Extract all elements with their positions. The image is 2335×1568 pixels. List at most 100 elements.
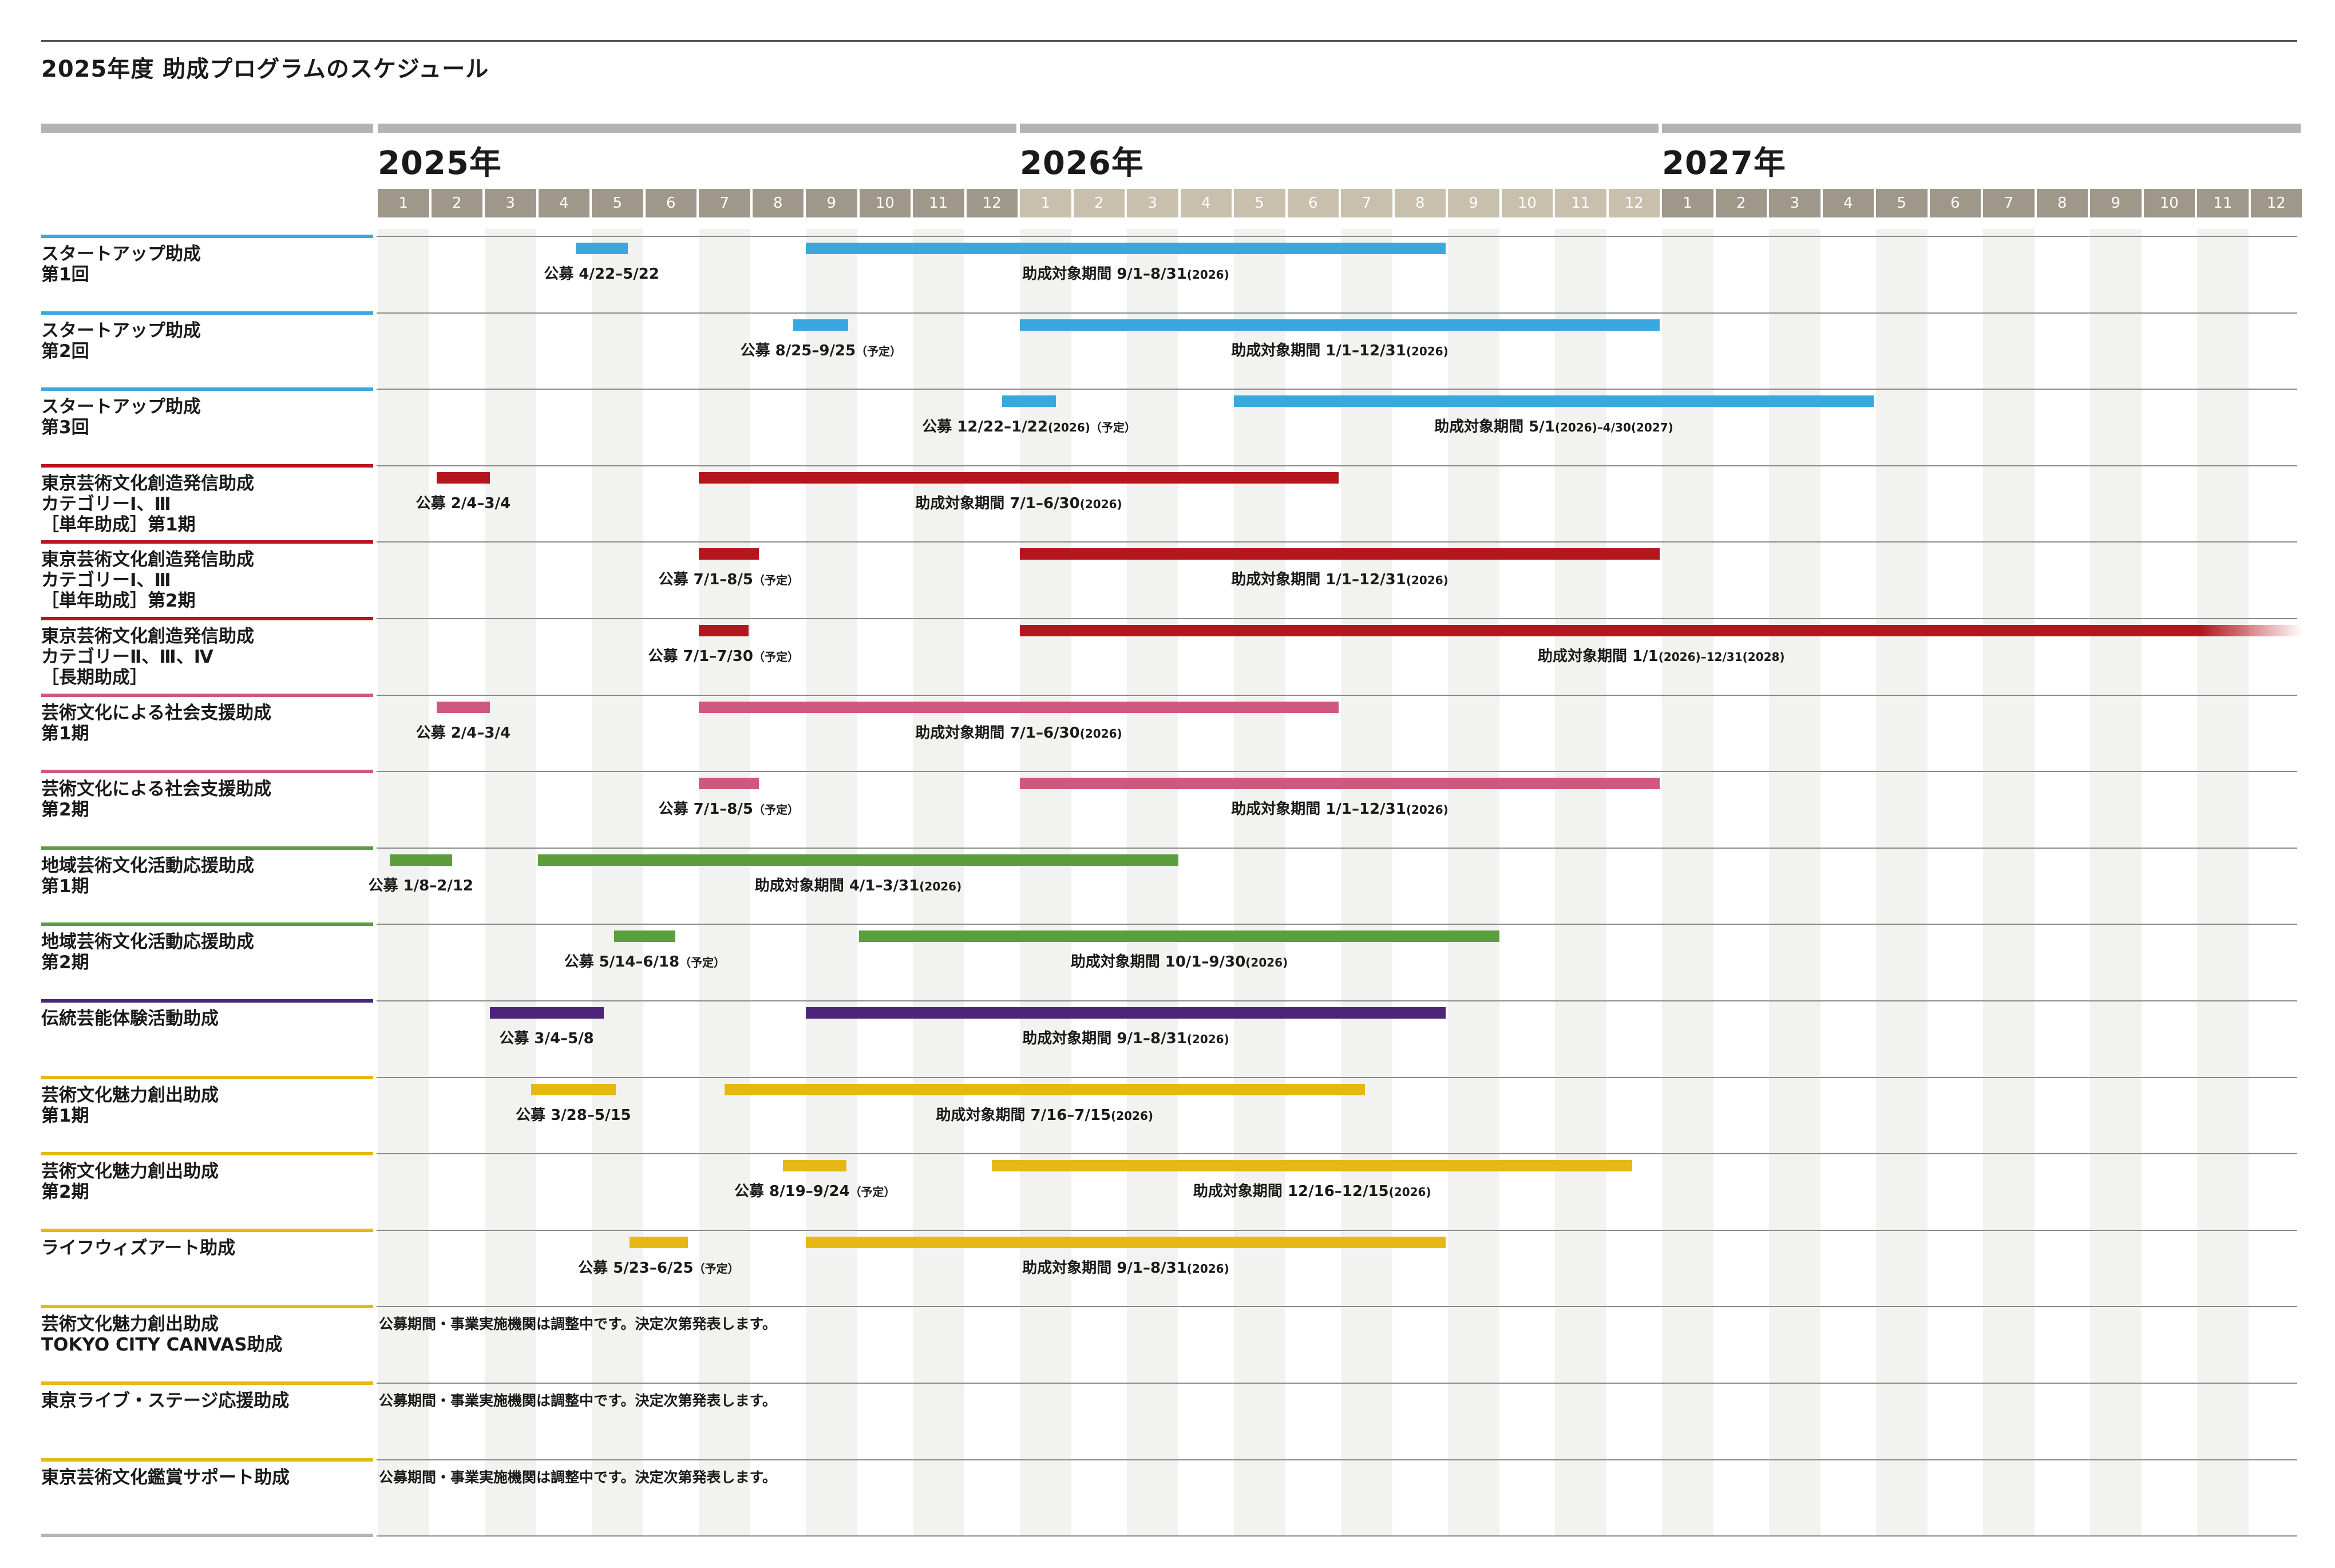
month-header-cell: 4 (538, 189, 589, 217)
month-column-shade (1234, 229, 1285, 1536)
bar-label-main: 助成対象期間 9/1–8/31 (1022, 1259, 1187, 1277)
month-header-cell: 5 (1876, 189, 1928, 217)
row-divider (377, 1459, 2297, 1460)
row-divider (377, 694, 2297, 696)
row-color-rule (41, 1381, 373, 1385)
application-period-label: 公募 4/22–5/22 (544, 262, 659, 283)
year-label: 2025年 (378, 145, 502, 182)
grant-period-label: 助成対象期間 7/1–6/30(2026) (915, 492, 1122, 513)
row-divider (377, 771, 2297, 773)
year-label: 2026年 (1020, 145, 1144, 182)
row-divider (377, 1535, 2297, 1537)
application-period-label: 公募 2/4–3/4 (416, 721, 510, 742)
month-column-shade (592, 229, 643, 1536)
row-divider (377, 1306, 2297, 1308)
bar-label-main: 公募 2/4–3/4 (415, 494, 511, 512)
application-period-label: 公募 7/1–7/30（予定） (648, 644, 799, 666)
month-header-cell: 1 (1020, 189, 1071, 217)
bar-label-main: 助成対象期間 7/1–6/30 (915, 724, 1080, 742)
month-header-cell: 2 (1715, 189, 1767, 217)
grant-period-bar (805, 1236, 1446, 1248)
month-column-shade (485, 229, 536, 1536)
month-column-shade (699, 229, 750, 1536)
row-color-rule (41, 999, 373, 1003)
bar-label-main: 公募 4/22–5/22 (544, 266, 659, 283)
bar-label-main: 公募 3/4–5/8 (499, 1030, 594, 1047)
row-color-rule (41, 1075, 373, 1079)
grant-period-bar (805, 1007, 1446, 1019)
year-band (1020, 124, 1659, 133)
application-period-label: 公募 8/19–9/24（予定） (734, 1179, 896, 1201)
row-divider (377, 312, 2297, 314)
application-period-bar (575, 243, 628, 254)
schedule-pending-note: 公募期間・事業実施機関は調整中です。決定次第発表します。 (379, 1316, 777, 1333)
month-header-cell: 11 (1555, 189, 1606, 217)
bar-label-note: (2026) (1388, 1185, 1431, 1199)
application-period-bar (698, 548, 759, 560)
month-column-shade (1341, 229, 1392, 1536)
bottom-rule (41, 1534, 373, 1537)
month-header-cell: 12 (966, 189, 1018, 217)
program-name: 芸術文化魅力創出助成 第2期 (41, 1161, 219, 1203)
bar-label-note: (2026) (1079, 497, 1122, 511)
application-period-label: 公募 3/28–5/15 (516, 1103, 631, 1124)
application-period-bar (437, 701, 490, 713)
bar-label-note: (2026) (1186, 1032, 1229, 1046)
row-color-rule (41, 1152, 373, 1156)
row-color-rule (41, 1458, 373, 1462)
grant-period-label: 助成対象期間 9/1–8/31(2026) (1022, 262, 1229, 283)
month-header-cell: 3 (1769, 189, 1820, 217)
application-period-bar (793, 319, 849, 331)
bar-label-main: 公募 5/23–6/25 (578, 1259, 694, 1277)
month-header-cell: 6 (1287, 189, 1339, 217)
row-divider (377, 618, 2297, 619)
bar-label-note: (2026) (1186, 268, 1229, 282)
bar-label-main: 公募 3/28–5/15 (516, 1106, 631, 1124)
month-column-shade (1983, 229, 2035, 1536)
bar-label-main: 助成対象期間 9/1–8/31 (1022, 1030, 1187, 1047)
month-header-cell: 9 (2090, 189, 2142, 217)
bar-label-main: 公募 8/19–9/24 (734, 1183, 850, 1201)
application-period-bar (783, 1160, 847, 1172)
chart-title: 2025年度 助成プログラムのスケジュール (41, 56, 489, 82)
month-header-cell: 9 (1448, 189, 1499, 217)
bar-label-note: （予定） (856, 344, 902, 358)
bar-label-note: (2026)（予定） (1047, 421, 1136, 435)
grant-period-bar (992, 1160, 1633, 1172)
grant-period-bar (1019, 319, 1660, 331)
bar-label-main: 助成対象期間 5/1 (1434, 418, 1555, 436)
row-divider (377, 541, 2297, 543)
month-column-shade (1020, 229, 1071, 1536)
month-header-cell: 2 (431, 189, 482, 217)
application-period-bar (614, 930, 676, 943)
program-name: 伝統芸能体験活動助成 (41, 1008, 219, 1029)
program-name: 地域芸術文化活動応援助成 第2期 (41, 932, 254, 973)
application-period-bar (437, 472, 490, 484)
row-color-rule (41, 387, 373, 391)
row-divider (377, 1153, 2297, 1155)
bar-label-note: (2026) (1245, 956, 1288, 970)
bar-label-note: （予定） (753, 650, 799, 664)
row-color-rule (41, 235, 373, 238)
application-period-bar (489, 1007, 604, 1019)
bar-label-main: 助成対象期間 1/1–12/31 (1231, 342, 1406, 359)
bar-label-note: (2026)–12/31(2028) (1658, 650, 1785, 664)
grant-period-label: 助成対象期間 5/1(2026)–4/30(2027) (1434, 415, 1673, 436)
bar-label-note: (2026) (1079, 726, 1122, 741)
month-header-cell: 1 (378, 189, 429, 217)
bar-label-main: 助成対象期間 1/1–12/31 (1231, 801, 1406, 818)
grant-period-label: 助成対象期間 1/1–12/31(2026) (1231, 568, 1449, 589)
bar-label-main: 公募 8/25–9/25 (740, 342, 856, 359)
application-period-bar (629, 1236, 688, 1248)
program-name: スタートアップ助成 第3回 (41, 397, 201, 438)
bar-label-note: （予定） (679, 956, 726, 970)
row-divider (377, 924, 2297, 925)
month-header-cell: 7 (1983, 189, 2035, 217)
grant-period-label: 助成対象期間 9/1–8/31(2026) (1022, 1256, 1229, 1277)
row-divider (377, 1229, 2297, 1231)
month-column-shade (1127, 229, 1178, 1536)
grant-period-bar (538, 854, 1178, 866)
bar-label-main: 公募 5/14–6/18 (564, 953, 680, 971)
month-column-shade (1662, 229, 1713, 1536)
year-label: 2027年 (1662, 145, 1786, 182)
